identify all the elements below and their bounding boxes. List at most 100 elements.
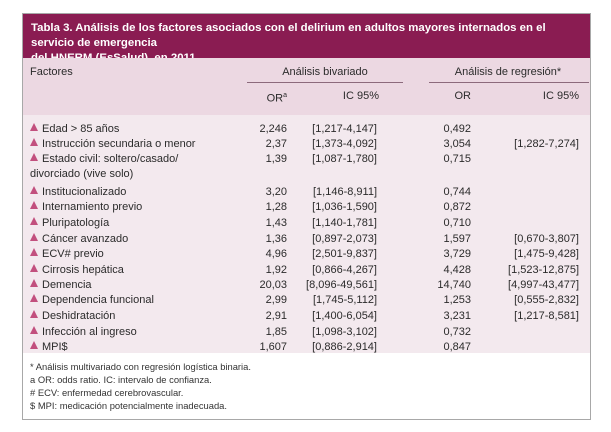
triangle-bullet-icon (30, 248, 38, 256)
regresion-underline (429, 82, 589, 83)
or-bivariado-cell: 1,36 (265, 233, 287, 245)
header-regresion: Análisis de regresión* (454, 66, 562, 78)
or-regresion-cell: 4,428 (443, 264, 471, 276)
triangle-bullet-icon (30, 217, 38, 225)
or-regresion-cell: 3,054 (443, 138, 471, 150)
or-regresion-cell: 0,744 (443, 186, 471, 198)
ic-regresion-cell: [1,523-12,875] (508, 264, 579, 276)
ic-regresion-cell: [1,475-9,428] (514, 248, 579, 260)
factor-cell: Edad > 85 años (30, 122, 119, 136)
table-title-line-1: Tabla 3. Análisis de los factores asocia… (31, 22, 546, 49)
factor-cell: Demencia (30, 278, 92, 292)
ic-regresion-cell: [0,555-2,832] (514, 294, 579, 306)
ic-regresion-cell: [1,282-7,274] (514, 138, 579, 150)
or-regresion-cell: 0,872 (443, 201, 471, 213)
table-body: Edad > 85 años 2,246 [1,217-4,147] 0,492 Ins… (23, 115, 590, 353)
header-ic-bivariado: IC 95% (342, 90, 379, 102)
ic-bivariado-cell: [1,217-4,147] (312, 123, 377, 135)
ic-bivariado-cell: [1,098-3,102] (312, 326, 377, 338)
factor-cell: Instrucción secundaria o menor (30, 137, 195, 151)
factor-label: Edad > 85 años (42, 123, 120, 135)
or-regresion-cell: 0,710 (443, 217, 471, 229)
or-bivariado-cell: 20,03 (259, 279, 287, 291)
factor-label-continued: divorciado (vive solo) (30, 168, 134, 180)
factor-cell: Dependencia funcional (30, 293, 154, 307)
header-or-bivariado: ORa (266, 92, 287, 105)
factor-cell: Cáncer avanzado (30, 232, 128, 246)
factor-label: Cáncer avanzado (42, 233, 129, 245)
or-regresion-cell: 0,492 (443, 123, 471, 135)
table-footnotes: * Análisis multivariado con regresión lo… (23, 353, 590, 419)
triangle-bullet-icon (30, 138, 38, 146)
factor-cell: ECV# previo (30, 247, 104, 261)
or-bivariado-cell: 1,92 (265, 264, 287, 276)
ic-bivariado-cell: [0,866-4,267] (312, 264, 377, 276)
table-figure: Tabla 3. Análisis de los factores asocia… (22, 13, 591, 420)
triangle-bullet-icon (30, 264, 38, 272)
factor-cell: Infección al ingreso (30, 325, 137, 339)
ic-bivariado-cell: [0,897-2,073] (312, 233, 377, 245)
or-bivariado-cell: 1,43 (265, 217, 287, 229)
footnote-mpi: $ MPI: medicación potencialmente inadecu… (30, 400, 227, 411)
ic-bivariado-cell: [1,373-4,092] (312, 138, 377, 150)
factor-label: Dependencia funcional (42, 294, 154, 306)
ic-bivariado-cell: [0,886-2,914] (312, 341, 377, 353)
or-bivariado-cell: 4,96 (265, 248, 287, 260)
header-or-regresion: OR (454, 90, 472, 102)
table-header: Factores Análisis bivariado Análisis de … (23, 58, 590, 115)
factor-cell: Deshidratación (30, 309, 115, 323)
or-bivariado-cell: 3,20 (265, 186, 287, 198)
or-bivariado-cell: 1,607 (259, 341, 287, 353)
factor-cell: Estado civil: soltero/casado/ (30, 152, 178, 166)
ic-bivariado-cell: [1,400-6,054] (312, 310, 377, 322)
triangle-bullet-icon (30, 294, 38, 302)
or-bivariado-cell: 2,37 (265, 138, 287, 150)
footnote-regression: * Análisis multivariado con regresión lo… (30, 361, 251, 372)
or-regresion-cell: 0,732 (443, 326, 471, 338)
factor-label: ECV# previo (42, 248, 104, 260)
factor-cell: MPI$ (30, 340, 68, 354)
factor-label: Instrucción secundaria o menor (42, 138, 196, 150)
or-regresion-cell: 1,253 (443, 294, 471, 306)
factor-cell: Institucionalizado (30, 185, 126, 199)
ic-bivariado-cell: [8,096-49,561] (306, 279, 377, 291)
triangle-bullet-icon (30, 341, 38, 349)
ic-bivariado-cell: [1,745-5,112] (312, 294, 377, 306)
or-bivariado-cell: 1,85 (265, 326, 287, 338)
or-regresion-cell: 3,729 (443, 248, 471, 260)
header-bivariado: Análisis bivariado (282, 66, 368, 78)
factor-label: MPI$ (42, 341, 68, 353)
ic-regresion-cell: [4,997-43,477] (508, 279, 579, 291)
factor-label: Demencia (42, 279, 92, 291)
triangle-bullet-icon (30, 279, 38, 287)
or-regresion-cell: 0,715 (443, 153, 471, 165)
header-ic-regresion: IC 95% (542, 90, 579, 102)
footnote-ecv: # ECV: enfermedad cerebrovascular. (30, 387, 184, 398)
triangle-bullet-icon (30, 123, 38, 131)
ic-regresion-cell: [1,217-8,581] (514, 310, 579, 322)
factor-label: Estado civil: soltero/casado/ (42, 153, 179, 165)
triangle-bullet-icon (30, 326, 38, 334)
factor-cell: Internamiento previo (30, 200, 142, 214)
factor-cell: Pluripatología (30, 216, 109, 230)
or-regresion-cell: 0,847 (443, 341, 471, 353)
triangle-bullet-icon (30, 153, 38, 161)
bivariado-underline (247, 82, 403, 83)
triangle-bullet-icon (30, 310, 38, 318)
ic-bivariado-cell: [1,087-1,780] (312, 153, 377, 165)
or-regresion-cell: 1,597 (443, 233, 471, 245)
factor-cell: Cirrosis hepática (30, 263, 124, 277)
ic-bivariado-cell: [1,140-1,781] (312, 217, 377, 229)
footnote-or: a OR: odds ratio. IC: intervalo de confi… (30, 374, 212, 385)
or-bivariado-cell: 2,246 (259, 123, 287, 135)
or-bivariado-cell: 1,39 (265, 153, 287, 165)
triangle-bullet-icon (30, 186, 38, 194)
factor-label: Deshidratación (42, 310, 116, 322)
or-regresion-cell: 14,740 (437, 279, 471, 291)
or-bivariado-cell: 1,28 (265, 201, 287, 213)
table-title: Tabla 3. Análisis de los factores asocia… (23, 14, 590, 64)
factor-label: Infección al ingreso (42, 326, 137, 338)
factor-label: Institucionalizado (42, 186, 127, 198)
ic-bivariado-cell: [2,501-9,837] (312, 248, 377, 260)
factor-label: Cirrosis hepática (42, 264, 124, 276)
